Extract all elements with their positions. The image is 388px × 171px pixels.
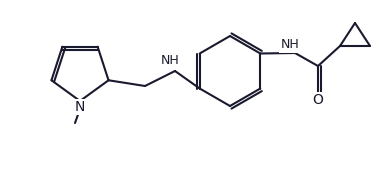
Text: N: N bbox=[75, 100, 85, 114]
Text: NH: NH bbox=[281, 38, 300, 51]
Text: NH: NH bbox=[161, 55, 179, 68]
Text: O: O bbox=[313, 93, 324, 107]
